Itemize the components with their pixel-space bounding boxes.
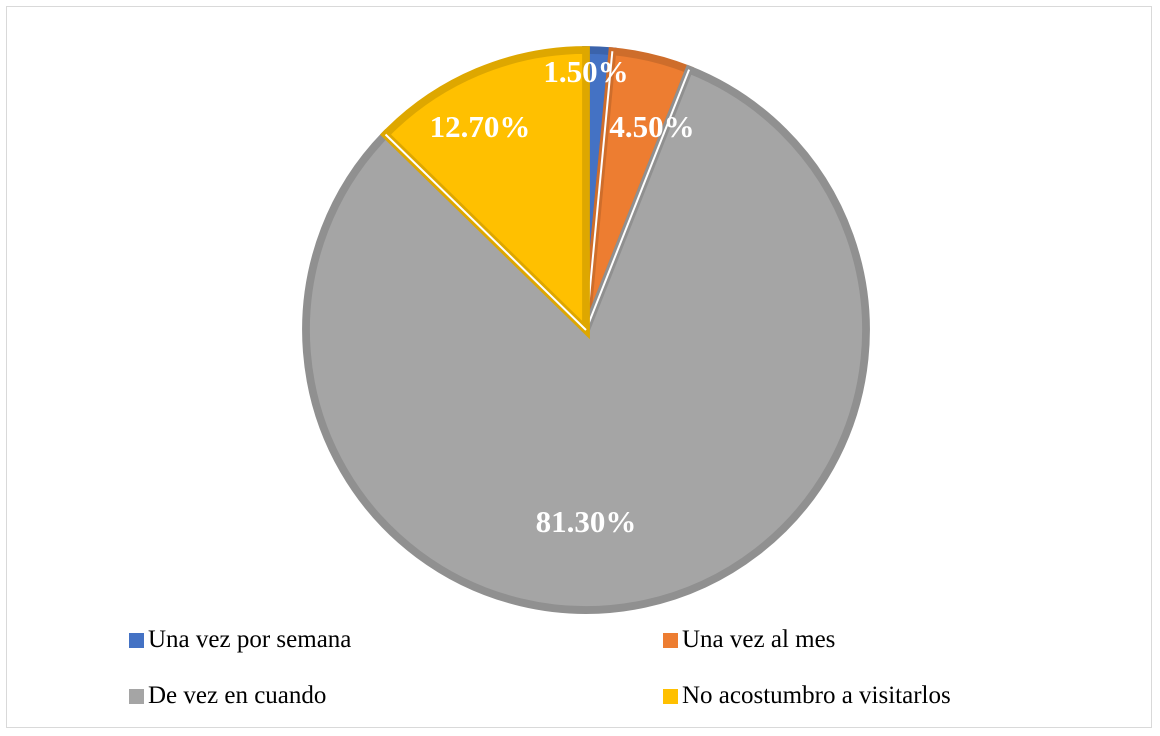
legend-label: De vez en cuando	[148, 682, 327, 709]
data-label-una-vez-al-mes: 4.50%	[609, 109, 694, 144]
data-label-de-vez-en-cuando: 81.30%	[536, 504, 637, 539]
data-label-una-vez-por-semana: 1.50%	[543, 54, 628, 89]
legend-swatch	[129, 632, 144, 648]
legend-item-una-vez-al-mes: Una vez al mes	[663, 626, 835, 654]
legend-label: No acostumbro a visitarlos	[682, 682, 951, 709]
slice-separator	[585, 51, 614, 331]
legend-item-de-vez-en-cuando: De vez en cuando	[129, 682, 326, 710]
legend-label: Una vez al mes	[682, 626, 836, 653]
pie-slice-no-acostumbro-a-visitarlos	[380, 46, 590, 340]
slice-separator	[384, 133, 587, 331]
legend-label: Una vez por semana	[148, 626, 352, 653]
legend-swatch	[129, 688, 144, 704]
legend-item-no-acostumbro-a-visitarlos: No acostumbro a visitarlos	[663, 682, 951, 710]
legend-swatch	[663, 688, 678, 704]
slice-separator	[585, 69, 691, 331]
pie-slice-de-vez-en-cuando	[302, 64, 870, 614]
legend-swatch	[663, 632, 678, 648]
pie-slices	[302, 46, 870, 614]
data-label-no-acostumbro-a-visitarlos: 12.70%	[430, 109, 531, 144]
legend-item-una-vez-por-semana: Una vez por semana	[129, 626, 351, 654]
pie-data-labels: 1.50% 4.50% 81.30% 12.70%	[430, 54, 695, 539]
